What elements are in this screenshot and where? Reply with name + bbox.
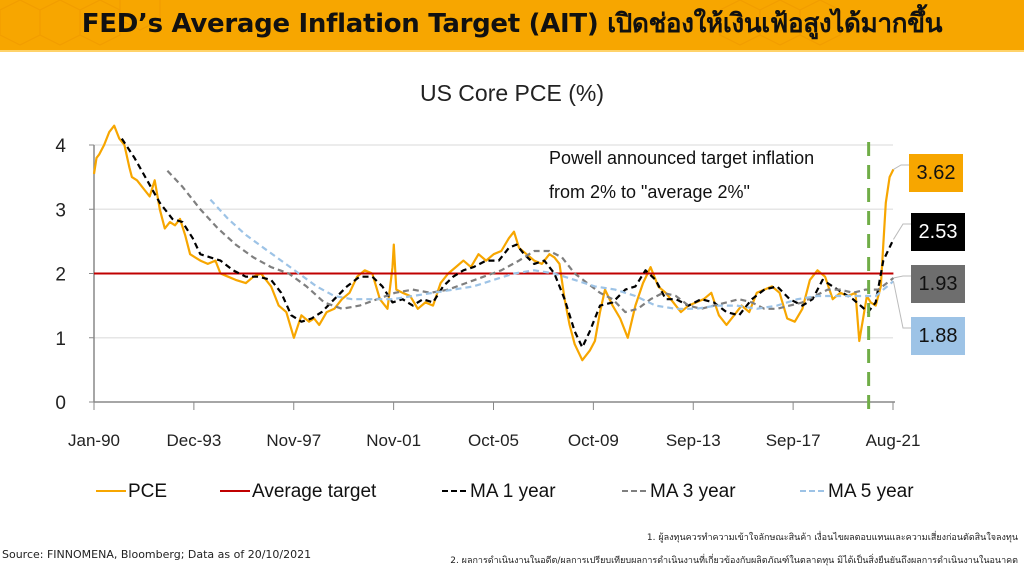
- x-tick-label: Dec-93: [166, 431, 221, 450]
- y-tick-label: 0: [55, 393, 66, 414]
- annotation-text: Powell announced target inflation from 2…: [549, 141, 814, 209]
- legend-label: MA 1 year: [470, 481, 556, 502]
- disclaimer-1: 1. ผู้ลงทุนควรทำความเข้าใจลักษณะสินค้า เ…: [646, 533, 1018, 543]
- ma1-value-label: 2.53: [911, 213, 965, 251]
- x-tick-label: Sep-17: [766, 431, 821, 450]
- x-tick-label: Jan-90: [68, 431, 120, 450]
- legend-item-ma1: MA 1 year: [442, 481, 556, 503]
- ma3-value-label: 1.93: [911, 265, 965, 303]
- header-divider: [0, 50, 1024, 52]
- leader-line: [893, 223, 911, 240]
- x-tick-label: Oct-05: [468, 431, 519, 450]
- header-banner: FED’s Average Inflation Target (AIT) เปิ…: [0, 0, 1024, 50]
- series-pce: [92, 124, 895, 362]
- legend-item-pce: PCE: [96, 481, 167, 503]
- x-tick-label: Nov-97: [266, 431, 321, 450]
- disclaimer-2: 2. ผลการดำเนินงานในอดีต/ผลการเปรียบเทียบ…: [450, 556, 1018, 566]
- y-tick-label: 3: [55, 200, 66, 221]
- page-title: FED’s Average Inflation Target (AIT) เปิ…: [81, 9, 943, 39]
- legend-item-ma3: MA 3 year: [622, 481, 736, 503]
- legend-label: MA 5 year: [828, 481, 914, 502]
- series-lines: [92, 124, 895, 362]
- leader-line: [893, 275, 911, 279]
- legend-item-average-target: Average target: [220, 481, 376, 503]
- legend-swatch-pce: [96, 489, 126, 492]
- legend-label: MA 3 year: [650, 481, 736, 502]
- y-tick-labels: 0 1 2 3 4: [55, 136, 66, 414]
- legend-swatch-ma3: [622, 489, 646, 492]
- annotation-line-1: Powell announced target inflation: [549, 148, 815, 168]
- legend-swatch-average-target: [220, 489, 250, 492]
- pce-value-label: 3.62: [909, 154, 963, 192]
- x-tick-label: Aug-21: [866, 431, 921, 450]
- source-note: Source: FINNOMENA, Bloomberg; Data as of…: [2, 548, 312, 561]
- y-tick-label: 4: [55, 136, 66, 157]
- legend-swatch-ma5: [800, 489, 824, 492]
- legend-label: PCE: [128, 481, 168, 502]
- legend-label: Average target: [252, 481, 377, 502]
- legend-item-ma5: MA 5 year: [800, 481, 914, 503]
- hexagon-pattern-decoration: [0, 0, 841, 46]
- leader-line: [892, 281, 911, 329]
- legend-swatch-ma1: [442, 489, 466, 492]
- label-leader-lines: [892, 164, 911, 329]
- annotation-line-2: from 2% to "average 2%": [549, 182, 750, 202]
- x-tick-labels: Jan-90 Dec-93 Nov-97 Nov-01 Oct-05 Oct-09 Sep-…: [68, 431, 920, 450]
- ma5-value-label: 1.88: [911, 317, 965, 355]
- y-tick-label: 1: [55, 329, 66, 350]
- x-tick-label: Oct-09: [568, 431, 619, 450]
- y-tick-label: 2: [55, 265, 66, 286]
- series-ma-5-year: [209, 198, 895, 310]
- series-ma-1-year: [120, 137, 895, 349]
- x-tick-label: Sep-13: [666, 431, 721, 450]
- chart-title: US Core PCE (%): [419, 80, 605, 106]
- leader-line: [893, 164, 909, 170]
- x-tick-label: Nov-01: [366, 431, 421, 450]
